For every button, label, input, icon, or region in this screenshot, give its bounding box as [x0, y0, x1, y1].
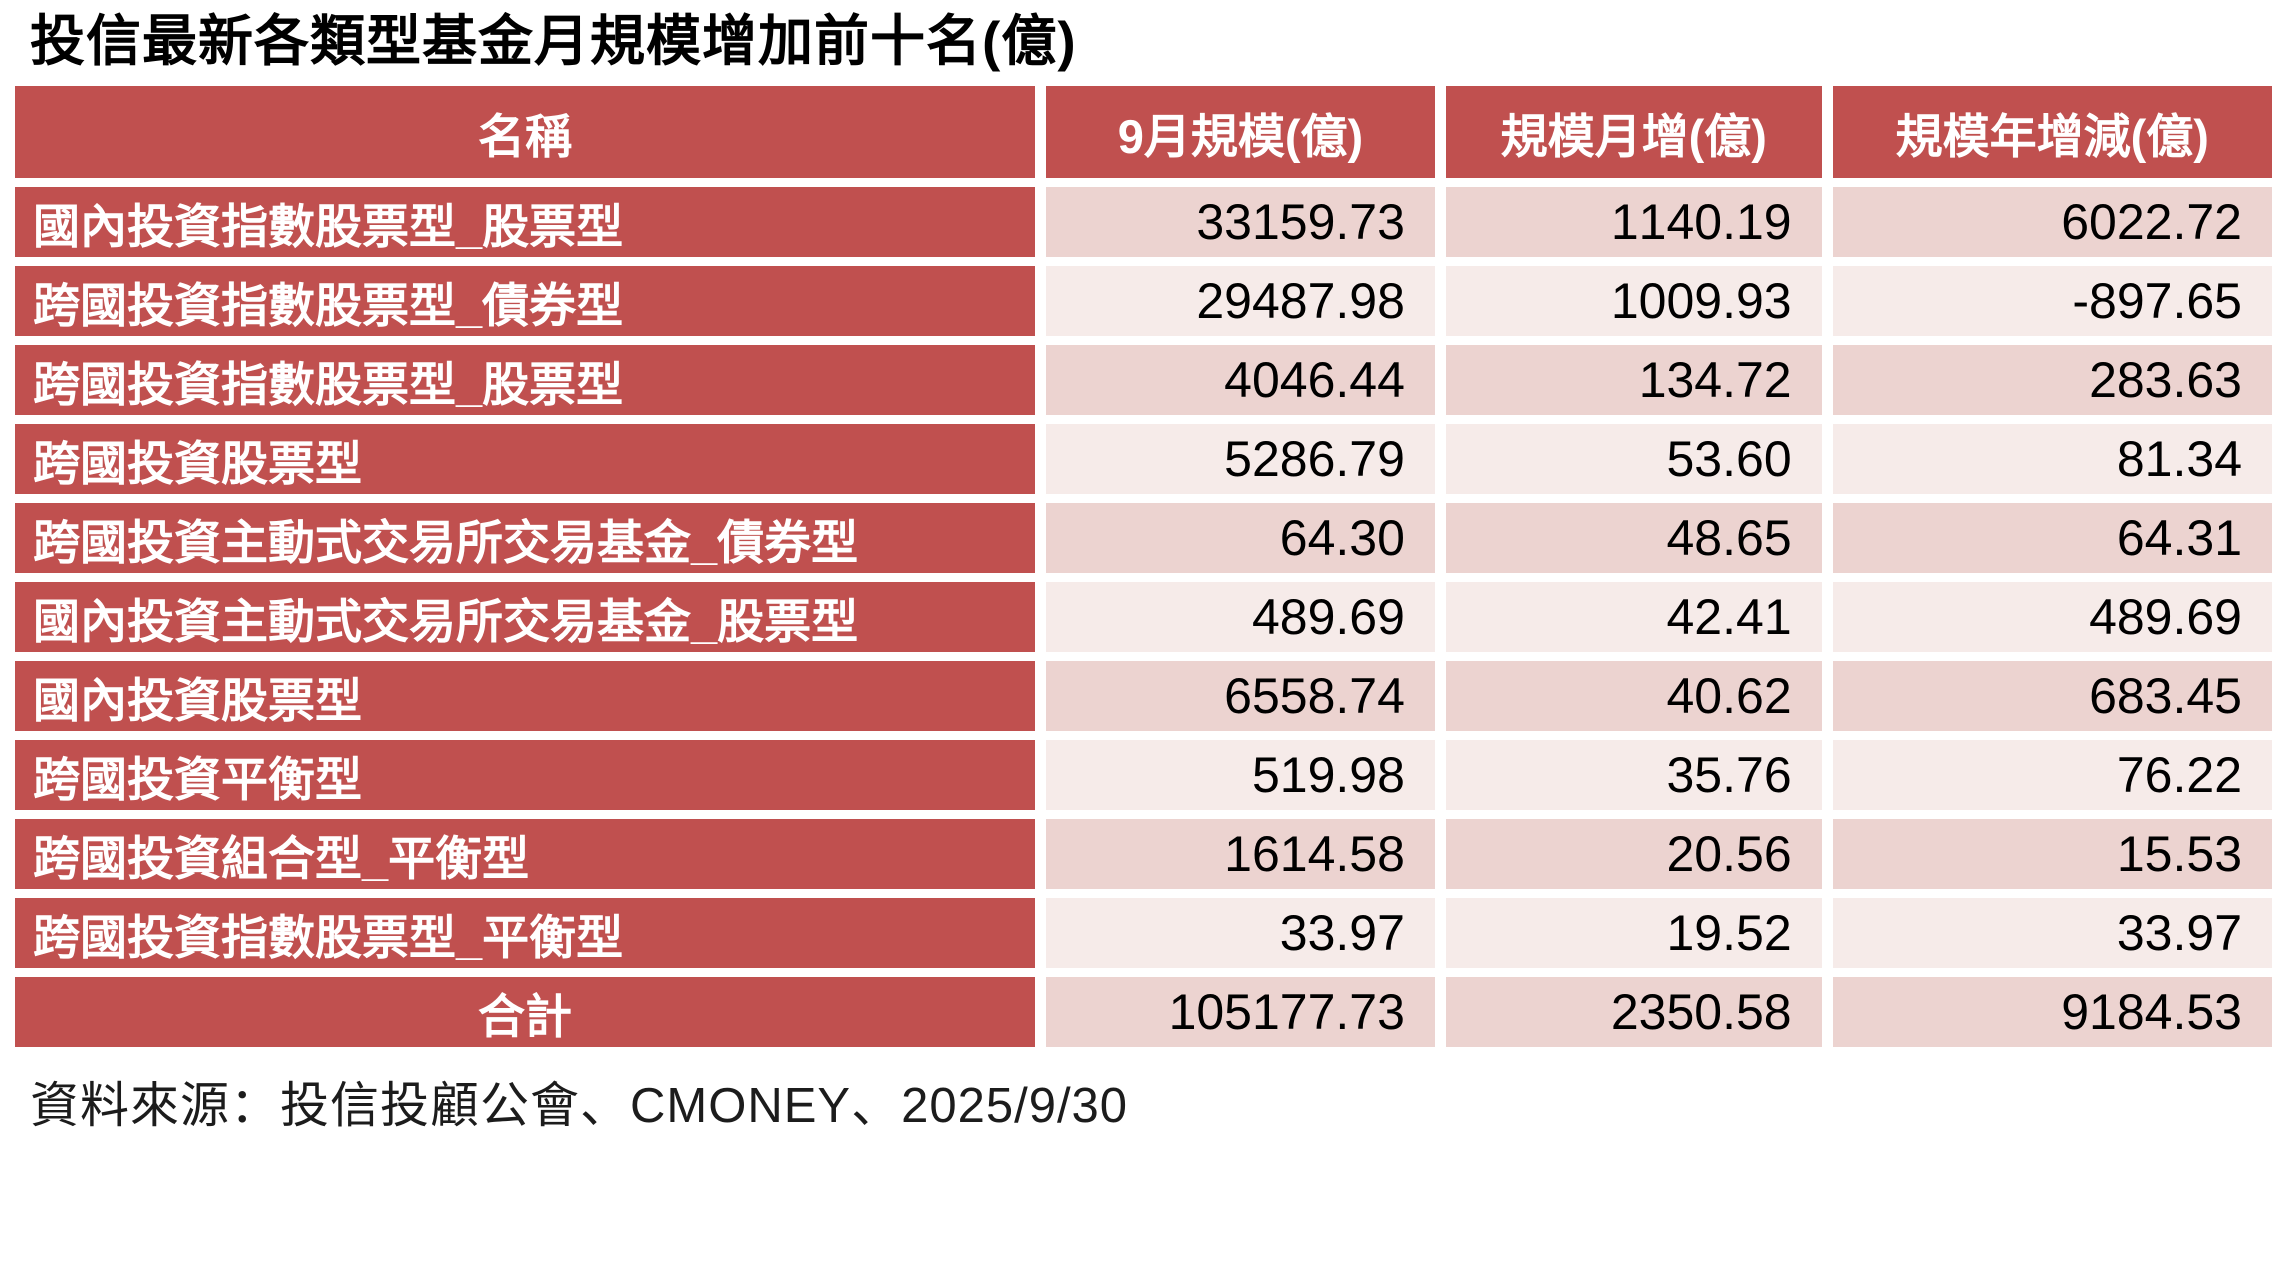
- table-row: 跨國投資指數股票型_股票型 4046.44 134.72 283.63: [15, 345, 2272, 416]
- year-change-value: 15.53: [1832, 819, 2272, 890]
- scale-value: 4046.44: [1046, 345, 1435, 416]
- fund-category-name: 跨國投資指數股票型_平衡型: [15, 898, 1036, 969]
- year-change-value: 81.34: [1832, 424, 2272, 495]
- total-scale-value: 105177.73: [1046, 977, 1435, 1048]
- month-change-value: 19.52: [1445, 898, 1822, 969]
- year-change-value: 64.31: [1832, 503, 2272, 574]
- table-row: 國內投資指數股票型_股票型 33159.73 1140.19 6022.72: [15, 187, 2272, 258]
- total-label: 合計: [15, 977, 1036, 1048]
- fund-scale-table: 名稱 9月規模(億) 規模月增(億) 規模年增減(億) 國內投資指數股票型_股票…: [4, 77, 2283, 1056]
- year-change-value: -897.65: [1832, 266, 2272, 337]
- header-cell-scale: 9月規模(億): [1046, 86, 1435, 179]
- year-change-value: 76.22: [1832, 740, 2272, 811]
- scale-value: 64.30: [1046, 503, 1435, 574]
- year-change-value: 489.69: [1832, 582, 2272, 653]
- scale-value: 5286.79: [1046, 424, 1435, 495]
- month-change-value: 40.62: [1445, 661, 1822, 732]
- table-row: 跨國投資主動式交易所交易基金_債券型 64.30 48.65 64.31: [15, 503, 2272, 574]
- year-change-value: 683.45: [1832, 661, 2272, 732]
- header-row: 名稱 9月規模(億) 規模月增(億) 規模年增減(億): [15, 86, 2272, 179]
- month-change-value: 42.41: [1445, 582, 1822, 653]
- fund-category-name: 跨國投資指數股票型_債券型: [15, 266, 1036, 337]
- total-row: 合計 105177.73 2350.58 9184.53: [15, 977, 2272, 1048]
- scale-value: 1614.58: [1046, 819, 1435, 890]
- header-cell-month: 規模月增(億): [1445, 86, 1822, 179]
- header-cell-name: 名稱: [15, 86, 1036, 179]
- year-change-value: 283.63: [1832, 345, 2272, 416]
- fund-category-name: 跨國投資主動式交易所交易基金_債券型: [15, 503, 1036, 574]
- table-row: 國內投資主動式交易所交易基金_股票型 489.69 42.41 489.69: [15, 582, 2272, 653]
- scale-value: 489.69: [1046, 582, 1435, 653]
- table-row: 跨國投資平衡型 519.98 35.76 76.22: [15, 740, 2272, 811]
- header-cell-year: 規模年增減(億): [1832, 86, 2272, 179]
- fund-category-name: 跨國投資組合型_平衡型: [15, 819, 1036, 890]
- scale-value: 519.98: [1046, 740, 1435, 811]
- month-change-value: 134.72: [1445, 345, 1822, 416]
- month-change-value: 35.76: [1445, 740, 1822, 811]
- table-row: 跨國投資指數股票型_債券型 29487.98 1009.93 -897.65: [15, 266, 2272, 337]
- table-row: 跨國投資組合型_平衡型 1614.58 20.56 15.53: [15, 819, 2272, 890]
- table-row: 跨國投資指數股票型_平衡型 33.97 19.52 33.97: [15, 898, 2272, 969]
- fund-category-name: 國內投資主動式交易所交易基金_股票型: [15, 582, 1036, 653]
- month-change-value: 53.60: [1445, 424, 1822, 495]
- year-change-value: 33.97: [1832, 898, 2272, 969]
- scale-value: 33.97: [1046, 898, 1435, 969]
- scale-value: 29487.98: [1046, 266, 1435, 337]
- scale-value: 33159.73: [1046, 187, 1435, 258]
- total-month-change-value: 2350.58: [1445, 977, 1822, 1048]
- year-change-value: 6022.72: [1832, 187, 2272, 258]
- scale-value: 6558.74: [1046, 661, 1435, 732]
- table-row: 跨國投資股票型 5286.79 53.60 81.34: [15, 424, 2272, 495]
- fund-category-name: 國內投資股票型: [15, 661, 1036, 732]
- data-source-note: 資料來源：投信投顧公會、CMONEY、2025/9/30: [30, 1079, 1129, 1134]
- table-row: 國內投資股票型 6558.74 40.62 683.45: [15, 661, 2272, 732]
- month-change-value: 1140.19: [1445, 187, 1822, 258]
- total-year-change-value: 9184.53: [1832, 977, 2272, 1048]
- fund-category-name: 跨國投資股票型: [15, 424, 1036, 495]
- month-change-value: 20.56: [1445, 819, 1822, 890]
- month-change-value: 1009.93: [1445, 266, 1822, 337]
- fund-category-name: 跨國投資指數股票型_股票型: [15, 345, 1036, 416]
- fund-category-name: 國內投資指數股票型_股票型: [15, 187, 1036, 258]
- page-title: 投信最新各類型基金月規模增加前十名(億): [30, 10, 1077, 72]
- month-change-value: 48.65: [1445, 503, 1822, 574]
- fund-category-name: 跨國投資平衡型: [15, 740, 1036, 811]
